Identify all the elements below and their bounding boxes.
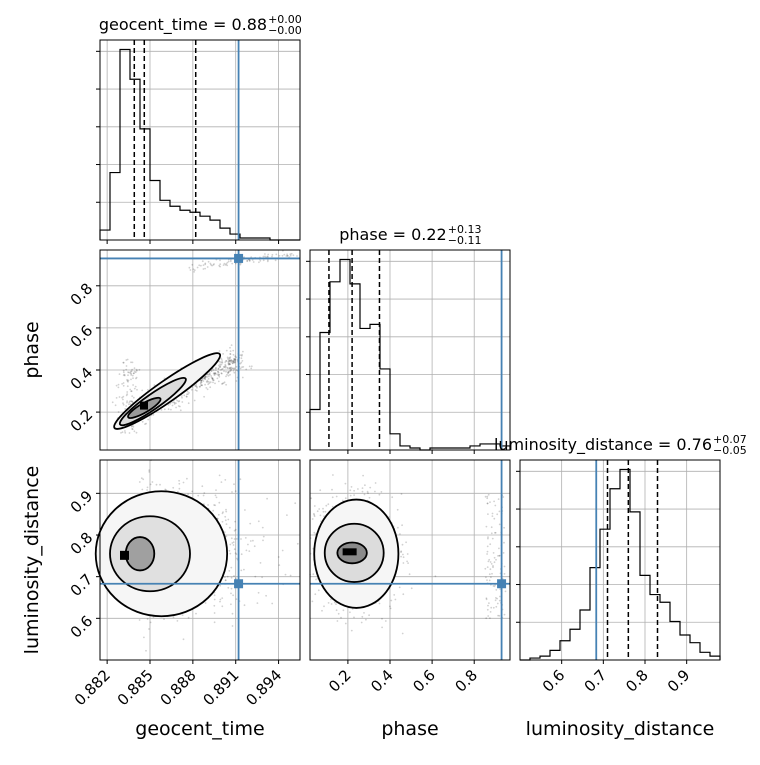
scatter-phase-vs-geocent_time-peak: [140, 401, 148, 410]
scatter-luminosity_distance-vs-phase-truth-marker: [497, 579, 507, 589]
scatter-phase-vs-geocent_time-border: [99, 249, 301, 451]
scatter-luminosity_distance-vs-geocent_time-contour-inner: [124, 536, 156, 572]
hist-luminosity_distance-bg: [520, 460, 720, 660]
axis-label-x-phase: phase: [381, 718, 438, 740]
tick-label-x-luminosity_distance-2: 0.8: [622, 666, 652, 696]
tick-label-y-luminosity_distance-1: 0.7: [67, 570, 97, 600]
tick-label-x-phase-0: 0.2: [325, 666, 355, 696]
hist-step-luminosity_distance: [520, 468, 721, 661]
tick-label-y-phase-2: 0.6: [67, 322, 97, 352]
tick-label-x-luminosity_distance-0: 0.6: [539, 666, 569, 696]
hist-geocent_time: [96, 39, 301, 244]
tick-label-y-phase-1: 0.4: [67, 364, 97, 394]
tick-label-x-geocent_time-4: 0.894: [242, 666, 285, 709]
hist-step-phase: [309, 258, 511, 451]
scatter-luminosity_distance-vs-geocent_time-truth-marker: [234, 579, 244, 589]
tick-label-y-luminosity_distance-3: 0.9: [67, 487, 97, 517]
tick-label-y-phase-0: 0.2: [67, 406, 97, 436]
hist-geocent_time-border: [99, 39, 301, 241]
title-main-phase: phase = 0.22: [339, 225, 446, 244]
scatter-luminosity_distance-vs-phase-peak: [342, 548, 357, 556]
title-plus-geocent_time: +0.00: [268, 13, 302, 26]
hist-luminosity_distance: [516, 459, 721, 664]
title-plus-phase: +0.13: [448, 223, 482, 236]
hist-luminosity_distance-border: [519, 459, 721, 661]
scatter-luminosity_distance-vs-phase: [309, 459, 511, 664]
hist-step-geocent_time: [99, 48, 300, 241]
scatter-luminosity_distance-vs-geocent_time: [94, 459, 301, 664]
scatter-luminosity_distance-vs-geocent_time-peak: [120, 550, 129, 560]
tick-label-x-luminosity_distance-1: 0.7: [581, 666, 611, 696]
title-geocent_time: geocent_time = 0.88 +0.00−0.00: [99, 13, 302, 37]
hist-phase: [306, 249, 511, 454]
title-phase: phase = 0.22 +0.13−0.11: [339, 223, 481, 247]
hist-geocent_time-bg: [100, 40, 300, 240]
tick-label-x-phase-3: 0.8: [451, 666, 481, 696]
hist-phase-border: [309, 249, 511, 451]
title-main-geocent_time: geocent_time = 0.88: [99, 15, 267, 35]
scatter-phase-vs-geocent_time-truth-marker: [234, 253, 244, 263]
tick-label-x-geocent_time-3: 0.891: [199, 666, 242, 709]
tick-label-x-phase-1: 0.4: [367, 666, 397, 696]
hist-phase-bg: [310, 250, 510, 450]
title-plus-luminosity_distance: +0.07: [713, 433, 747, 446]
axis-label-y-phase: phase: [21, 321, 43, 378]
title-minus-phase: −0.11: [448, 234, 482, 247]
tick-label-x-geocent_time-2: 0.888: [157, 666, 200, 709]
tick-label-y-luminosity_distance-0: 0.6: [67, 612, 97, 642]
tick-label-y-luminosity_distance-2: 0.8: [67, 529, 97, 559]
tick-label-x-phase-2: 0.6: [409, 666, 439, 696]
title-minus-luminosity_distance: −0.05: [713, 444, 747, 457]
axis-label-y-luminosity_distance: luminosity_distance: [21, 466, 43, 655]
tick-label-x-geocent_time-0: 0.882: [71, 666, 114, 709]
title-minus-geocent_time: −0.00: [268, 24, 302, 37]
scatter-luminosity_distance-vs-geocent_time-border: [99, 459, 301, 661]
scatter-phase-vs-geocent_time: [99, 249, 301, 451]
axis-label-x-luminosity_distance: luminosity_distance: [526, 718, 715, 740]
axis-label-x-geocent_time: geocent_time: [135, 718, 264, 740]
tick-label-y-phase-3: 0.8: [67, 279, 97, 309]
title-luminosity_distance: luminosity_distance = 0.76 +0.07−0.05: [494, 433, 747, 457]
scatter-luminosity_distance-vs-phase-border: [309, 459, 511, 661]
tick-label-x-luminosity_distance-3: 0.9: [664, 666, 694, 696]
tick-label-x-geocent_time-1: 0.885: [114, 666, 157, 709]
title-main-luminosity_distance: luminosity_distance = 0.76: [494, 435, 712, 455]
